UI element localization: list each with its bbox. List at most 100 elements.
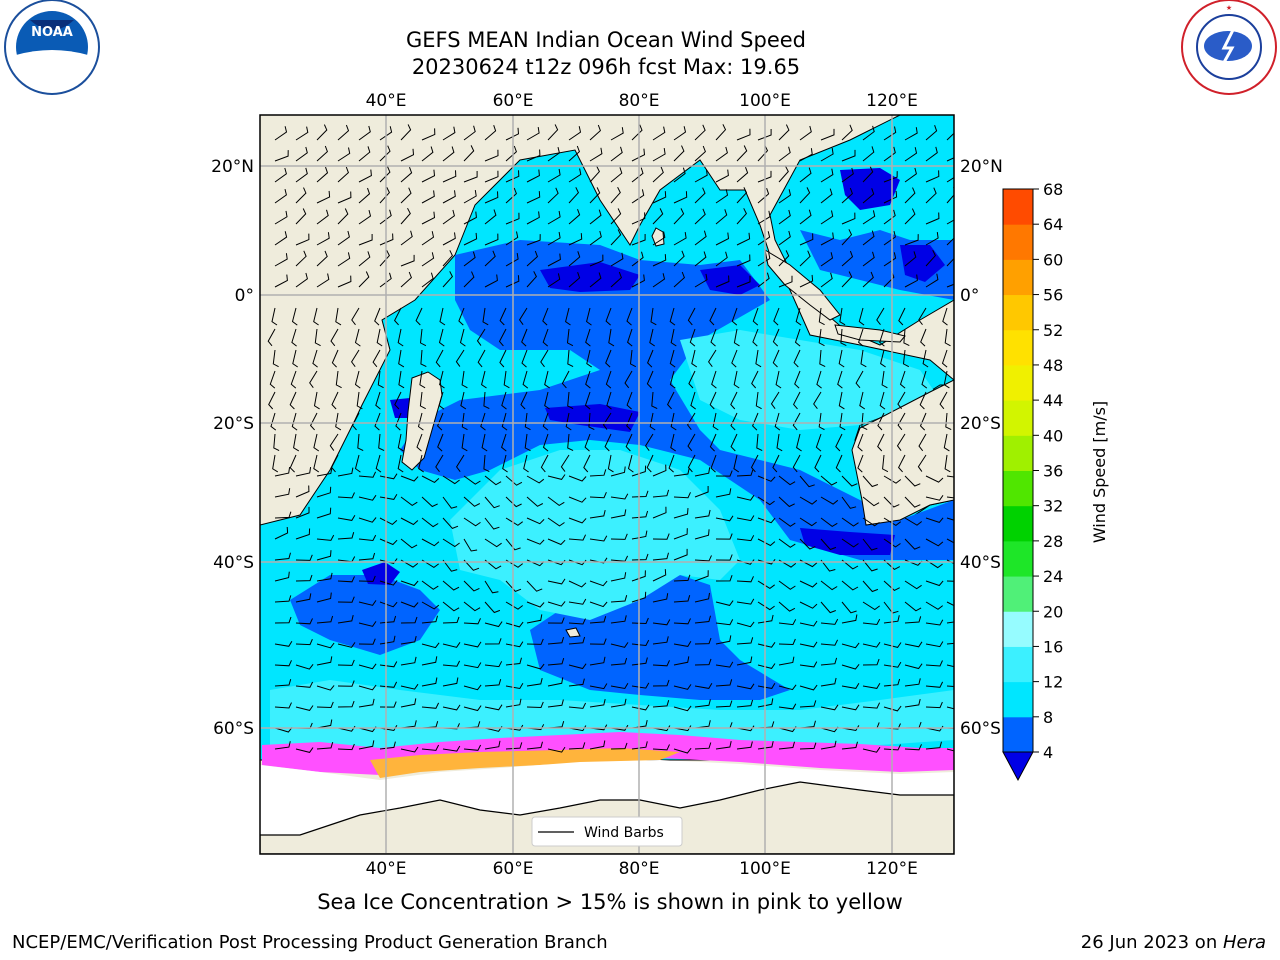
wind-barb	[736, 656, 753, 666]
wind-barb	[736, 128, 751, 141]
wind-barb	[673, 618, 691, 625]
wind-barb	[526, 211, 540, 225]
wind-barb	[379, 661, 398, 668]
wind-barb	[463, 251, 476, 267]
wind-barb	[379, 615, 397, 624]
wind-barb	[568, 475, 587, 482]
wind-barb	[484, 191, 499, 204]
wind-barb	[544, 391, 550, 410]
wind-barb	[694, 230, 707, 246]
wind-barb	[920, 328, 927, 347]
wind-barb	[925, 170, 940, 183]
wind-barb	[337, 576, 355, 583]
wind-barb	[505, 601, 524, 610]
wind-barb	[644, 433, 654, 451]
wind-barb	[799, 475, 815, 488]
wind-barb	[505, 641, 524, 648]
wind-barb	[799, 641, 818, 648]
wind-barb	[337, 680, 355, 687]
wind-barb	[626, 412, 633, 431]
wind-barb	[736, 232, 751, 246]
wind-core-dark	[540, 262, 640, 292]
colorbar-segment	[1003, 435, 1033, 471]
wind-barb	[610, 252, 624, 267]
wind-barb	[918, 307, 927, 326]
wind-barb	[313, 433, 320, 452]
wind-barb	[715, 515, 734, 522]
wind-barb	[463, 744, 482, 751]
wind-barb	[435, 454, 444, 473]
wind-barb	[605, 307, 612, 326]
wind-barb	[799, 517, 817, 527]
wind-barb	[694, 169, 708, 183]
wind-barb	[792, 412, 801, 431]
wind-barb	[589, 469, 607, 477]
wind-barb	[526, 663, 545, 670]
madagascar	[401, 371, 443, 471]
wind-barb	[946, 748, 954, 752]
wind-barb	[925, 232, 939, 246]
wind-barb	[295, 618, 313, 625]
wind-barb	[375, 454, 382, 473]
wind-barb	[778, 189, 792, 204]
wind-barb	[358, 575, 376, 582]
wind-barb	[379, 166, 391, 183]
wind-barb	[442, 601, 460, 612]
wind-barb	[670, 328, 677, 347]
wind-barb	[946, 475, 954, 478]
wind-barb	[862, 746, 881, 753]
wind-barb	[442, 232, 456, 246]
wind-barb	[358, 600, 377, 606]
wind-barb	[946, 601, 954, 607]
wind-barb	[437, 433, 444, 452]
wind-barb	[526, 614, 543, 624]
wind-barb	[943, 433, 950, 452]
wind-barb	[839, 412, 846, 431]
wind-barb	[316, 232, 330, 246]
wind-barb	[855, 370, 864, 389]
wind-barb	[295, 638, 313, 646]
wind-barb	[736, 275, 751, 288]
wind-barb	[925, 273, 939, 288]
wind-barb	[274, 167, 287, 183]
wind-barb	[778, 275, 793, 288]
lat-label: 40°S	[960, 553, 1001, 573]
wind-barb	[814, 454, 822, 473]
wind-barb	[463, 580, 480, 592]
colorbar-segment	[1003, 470, 1033, 507]
wind-barb	[505, 742, 523, 750]
colorbar-segment	[1003, 329, 1033, 366]
wind-barb	[799, 125, 812, 141]
wind-barb	[589, 740, 606, 750]
wind-barb	[799, 209, 812, 225]
wind-barb	[772, 328, 780, 347]
wind-barb	[567, 433, 574, 452]
wind-barb	[652, 273, 666, 288]
wind-barb	[547, 657, 565, 666]
wind-barb	[589, 147, 603, 162]
wind-barb	[331, 391, 339, 410]
wind-barb	[626, 307, 633, 326]
wind-barb	[862, 146, 875, 162]
wind-barb	[876, 307, 885, 326]
wind-barb	[547, 496, 565, 507]
wind-barb	[610, 533, 628, 540]
wind-barb	[796, 433, 802, 452]
wind-barb	[461, 412, 468, 431]
wind-barb	[694, 509, 711, 519]
wind-barb	[463, 232, 478, 246]
wind-barb	[589, 492, 607, 499]
wind-barb	[274, 552, 291, 561]
wind-barb	[946, 177, 954, 183]
wind-barb	[379, 681, 398, 688]
wind-barb	[918, 433, 927, 452]
wind-barb	[358, 234, 373, 246]
wind-barb	[568, 496, 587, 503]
wind-barb	[897, 391, 906, 410]
colorbar-tick-label: 16	[1043, 637, 1063, 656]
wind-barb	[666, 391, 675, 410]
wind-barb	[904, 580, 922, 590]
wind-barb	[358, 187, 371, 204]
wind-barb	[274, 253, 288, 267]
